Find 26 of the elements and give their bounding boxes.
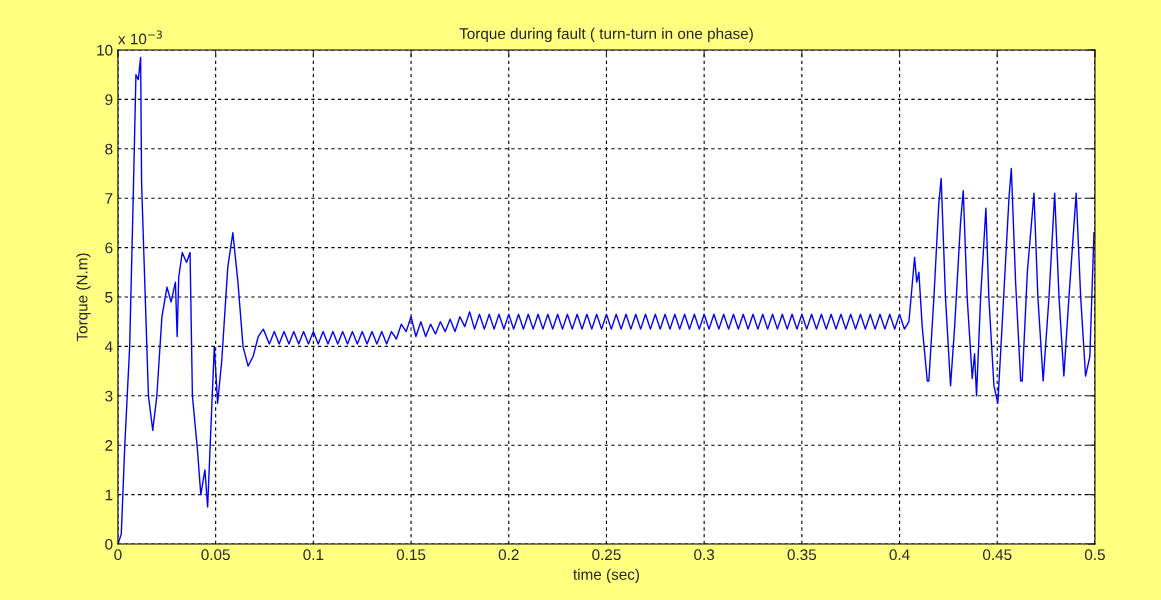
chart-title: Torque during fault ( turn-turn in one phase) <box>459 27 753 43</box>
y-tick-label: 0 <box>105 538 113 550</box>
x-tick-label: 0.45 <box>982 549 1012 561</box>
y-tick-label: 2 <box>105 440 113 451</box>
y-tick-label: 5 <box>105 292 113 303</box>
y-tick-label: 8 <box>105 143 113 155</box>
x-tick-label: 0 <box>114 549 122 561</box>
x-tick-label: 0.1 <box>303 549 324 561</box>
y-tick-label: 9 <box>105 94 113 106</box>
x-tick-label: 0.35 <box>787 549 817 561</box>
x-tick-label: 0.3 <box>694 549 715 561</box>
x-tick-label: 0.4 <box>889 549 910 561</box>
x-tick-label: 0.15 <box>396 549 426 561</box>
x-axis-title: time (sec) <box>573 568 640 583</box>
y-tick-label: 6 <box>105 242 113 254</box>
y-tick-label: 1 <box>105 489 113 501</box>
x-tick-label: 0.25 <box>592 549 621 561</box>
x-tick-label: 0.5 <box>1084 549 1105 561</box>
x-tick-label: 0.05 <box>201 549 230 561</box>
y-tick-label: 10 <box>97 44 113 56</box>
x-tick-label: 0.2 <box>498 549 519 561</box>
y-tick-label: 3 <box>105 390 113 402</box>
y-tick-label: 7 <box>105 193 113 204</box>
y-tick-label: 4 <box>104 341 113 352</box>
y-axis-title: Torque (N.m) <box>76 253 91 342</box>
text: x 10$^{−3}$ <box>118 30 162 45</box>
